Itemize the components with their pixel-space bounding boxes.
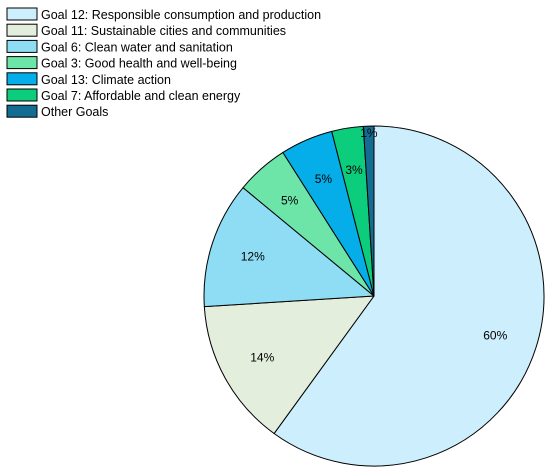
pie-slice-labels: 60% 14% 12% 5% 5% 3% 1%: [241, 126, 508, 365]
legend-swatch-5: [6, 88, 38, 102]
legend-swatch-0: [6, 7, 38, 21]
legend-swatch-3: [6, 56, 38, 70]
legend-label-2: Goal 6: Clean water and sanitation: [41, 40, 233, 54]
pie-slice-label-6: 1%: [360, 126, 378, 140]
pie-slice-6: [362, 125, 375, 297]
legend: Goal 12: Responsible consumption and pro…: [6, 7, 321, 119]
legend-swatch-4: [6, 72, 38, 86]
legend-label-4: Goal 13: Climate action: [41, 73, 171, 87]
pie-slice-label-3: 5%: [281, 193, 299, 207]
legend-label-3: Goal 3: Good health and well-being: [41, 57, 237, 71]
legend-swatch-2: [6, 39, 38, 53]
legend-label-5: Goal 7: Affordable and clean energy: [41, 89, 241, 103]
legend-swatch-6: [6, 104, 38, 118]
pie-slice-label-4: 5%: [315, 172, 333, 186]
pie-slice-label-0: 60%: [483, 328, 507, 342]
pie-slice-2: [203, 187, 375, 308]
legend-swatch-1: [6, 23, 38, 37]
pie-slice-label-1: 14%: [250, 350, 274, 364]
legend-label-1: Goal 11: Sustainable cities and communit…: [41, 24, 286, 38]
pie-slice-0: [273, 125, 545, 467]
pie-slices: [203, 125, 545, 467]
pie-slice-label-5: 3%: [345, 163, 363, 177]
legend-label-0: Goal 12: Responsible consumption and pro…: [41, 8, 321, 22]
legend-label-6: Other Goals: [41, 105, 108, 119]
pie-slice-label-2: 12%: [241, 250, 265, 264]
pie-slice-1: [203, 295, 375, 435]
